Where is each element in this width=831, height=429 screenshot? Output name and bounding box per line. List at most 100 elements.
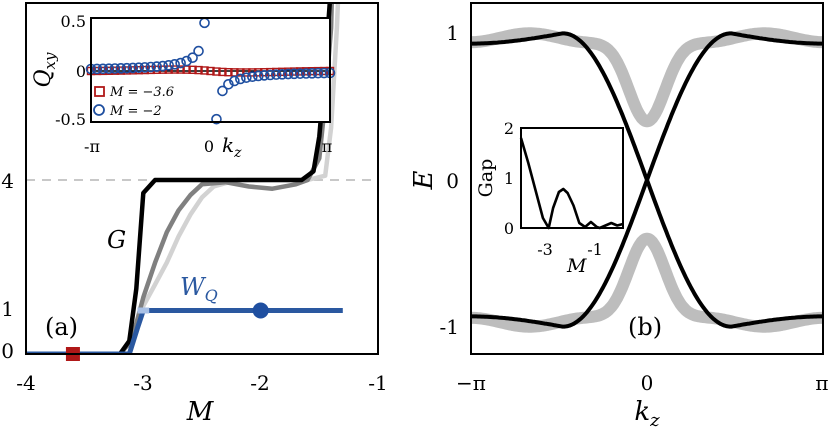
b-ytick-1: 1 — [446, 21, 459, 45]
inset-a-ylabel-sub: xy — [41, 52, 59, 69]
inset-a-circle-point — [276, 69, 288, 80]
inset-a-circle-point — [103, 63, 115, 74]
inset-a-circle-point — [175, 57, 186, 69]
inset-a-circle-point — [127, 62, 139, 74]
band-gray-lower — [471, 232, 823, 333]
inset-a-ytick-05: 0.5 — [61, 12, 86, 31]
xtick-neg1: -1 — [368, 371, 387, 395]
legend-square-icon — [94, 86, 105, 97]
inset-a-circle-point — [187, 52, 198, 64]
inset-b-ytick-0: 0 — [504, 219, 514, 238]
label-w-sub: Q — [205, 286, 218, 305]
ytick-4: 4 — [1, 169, 14, 193]
inset-a-circle-point — [288, 68, 300, 80]
legend-item-1: M = −3.6 — [109, 85, 174, 100]
inset-a-square-point — [194, 65, 203, 75]
inset-a-ytick-0: 0 — [76, 62, 86, 81]
inset-a-circle-point — [157, 60, 168, 72]
inset-a-circle-point — [181, 55, 192, 67]
inset-a-circle-point — [282, 68, 294, 80]
inset-b-xlabel: M — [566, 255, 587, 277]
inset-b: 2 1 0 Gap -3 -1 M — [475, 119, 624, 277]
xlabel-k: k — [634, 397, 650, 427]
inset-a-circle-point — [109, 63, 121, 74]
inset-a-square-point — [212, 67, 221, 76]
inset-b-ytick-1: 1 — [504, 169, 514, 188]
inset-a-circle-point — [264, 69, 276, 81]
inset-b-bg — [521, 128, 623, 228]
band-black-b — [471, 31, 823, 329]
xlabel-m: M — [186, 397, 215, 427]
inset-a-circle-point — [217, 85, 228, 97]
legend-circle-icon — [93, 104, 105, 116]
inset-b-data — [519, 137, 624, 230]
band-gray-upper — [471, 27, 823, 128]
inset-a-circle-point — [247, 71, 258, 82]
label-g: G — [107, 226, 126, 254]
series-group-b — [471, 27, 823, 333]
panel-label-b: (b) — [628, 313, 662, 341]
xlabel-k-sub: z — [649, 410, 660, 429]
inset-a-circle-point — [139, 62, 151, 73]
xtick-neg2: -2 — [250, 371, 269, 395]
inset-a-circle-point — [258, 70, 270, 81]
inset-a-square-point — [176, 65, 185, 74]
inset-a-circle-point — [163, 60, 174, 71]
inset-a-ytick-neg05: -0.5 — [55, 110, 86, 129]
inset-a-xlabel: kz — [222, 133, 242, 161]
series-group-a — [26, 3, 343, 354]
xtick-neg4: -4 — [16, 371, 35, 395]
ytick-0: 0 — [1, 339, 14, 363]
inset-a-circle-point — [229, 75, 240, 87]
series-line-1 — [26, 3, 335, 354]
series-line-0 — [26, 3, 333, 354]
inset-a-xtick-0: 0 — [204, 137, 214, 156]
panel-b: 1 0 -1 E −π 0 π kz (b) 2 1 0 Gap -3 -1 M — [409, 2, 829, 429]
inset-a-circle-point — [91, 63, 103, 75]
inset-a-circle-point — [300, 68, 312, 79]
inset-a-circle-point — [223, 78, 234, 90]
inset-a-circle-point — [318, 67, 330, 79]
inset-a-square-point — [218, 67, 227, 77]
b-ytick-0: 0 — [446, 169, 459, 193]
inset-a-circle-point — [97, 63, 109, 75]
inset-a-circle-point — [270, 69, 282, 80]
inset-a-xlabel-k: k — [222, 133, 234, 157]
inset-b-ytick-2: 2 — [504, 119, 514, 138]
axes-box-a — [25, 2, 379, 355]
inset-b-xtick-neg3: -3 — [537, 240, 553, 259]
inset-a-square-point — [188, 65, 197, 74]
axes-box-b — [470, 2, 824, 355]
b-xtick-pi: π — [815, 371, 828, 395]
panel-a: 0 1 4 -4 -3 -2 -1 M G WQ (a) 0.5 0 -0.5 … — [1, 2, 388, 427]
inset-a-xtick-negpi: -π — [84, 137, 100, 156]
marker-circle — [252, 302, 269, 319]
inset-a-circle-point — [193, 45, 204, 57]
inset-b-box — [520, 127, 624, 229]
inset-a-circle-point — [169, 59, 180, 70]
inset-a-circle-point — [121, 62, 133, 74]
inset-a-xtick-pi: π — [322, 137, 333, 156]
inset-a-square-point — [236, 68, 245, 77]
inset-a-circle-point — [151, 61, 163, 72]
ylabel-e: E — [409, 170, 439, 190]
inset-a-box — [90, 17, 331, 123]
inset-a-square-point — [224, 68, 233, 77]
inset-a-circle-point — [312, 67, 324, 79]
b-xtick-0: 0 — [641, 371, 654, 395]
inset-a-xlabel-sub: z — [233, 145, 242, 161]
inset-b-ylabel: Gap — [475, 159, 497, 198]
inset-a: 0.5 0 -0.5 Qxy -π 0 π kz M = −3.6 M = −2 — [31, 12, 336, 161]
xlabel-kz: kz — [634, 397, 660, 429]
inset-a-circle-point — [211, 113, 222, 125]
ytick-1: 1 — [1, 297, 14, 321]
inset-a-ylabel-q: Q — [31, 69, 56, 87]
b-xtick-negpi: −π — [456, 371, 486, 395]
inset-a-circle-point — [235, 73, 246, 85]
inset-a-circle-point — [252, 70, 264, 82]
inset-a-circle-point — [145, 61, 157, 73]
inset-a-circle-point — [306, 68, 318, 79]
inset-a-circle-point — [294, 68, 306, 79]
xtick-neg3: -3 — [133, 371, 152, 395]
